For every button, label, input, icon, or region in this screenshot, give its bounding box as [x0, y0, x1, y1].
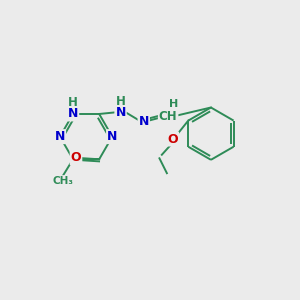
Text: N: N: [68, 107, 78, 121]
Text: CH: CH: [159, 110, 177, 123]
Text: O: O: [167, 133, 178, 146]
Text: H: H: [68, 96, 78, 109]
Text: O: O: [71, 151, 81, 164]
Text: N: N: [107, 130, 117, 143]
Text: N: N: [139, 116, 149, 128]
Text: N: N: [55, 130, 65, 143]
Text: CH₃: CH₃: [52, 176, 73, 186]
Text: H: H: [116, 95, 125, 108]
Text: N: N: [116, 106, 126, 119]
Text: H: H: [169, 99, 178, 109]
